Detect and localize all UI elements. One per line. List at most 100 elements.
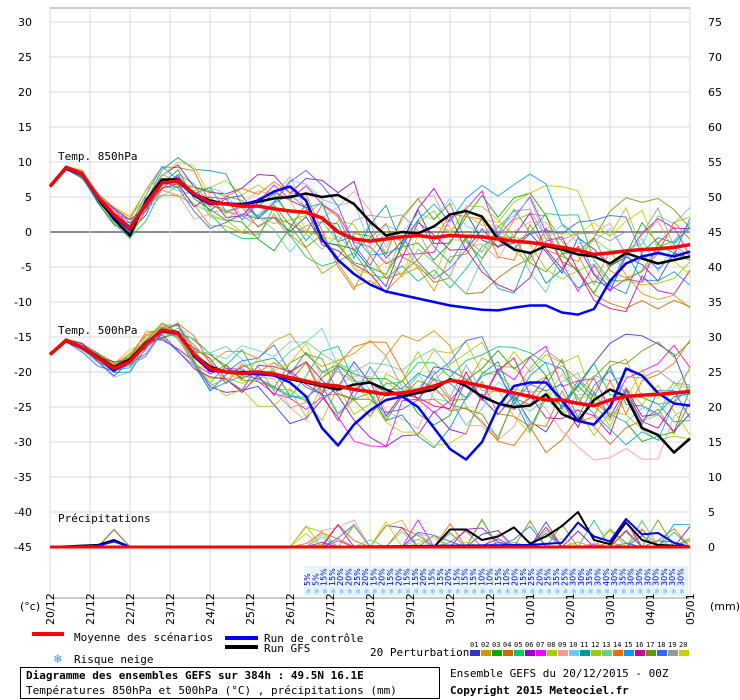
left-unit: (°c) [20, 600, 40, 613]
snowflake-icon: ❄ [671, 587, 676, 596]
left-tick-label: 20 [18, 86, 32, 99]
snow-risk-value: 30% [660, 568, 669, 586]
snowflake-icon: ❄ [431, 587, 436, 596]
snow-risk-value: 20% [361, 568, 370, 586]
snowflake-icon: ❄ [339, 587, 344, 596]
date-label: 22/12 [124, 593, 137, 625]
snowflake-icon: ❄ [630, 587, 635, 596]
date-label: 04/01 [644, 593, 657, 625]
date-label: 27/12 [324, 593, 337, 625]
snow-risk-value: 15% [411, 568, 420, 586]
snowflake-icon: ❄ [547, 587, 552, 596]
perturbation-number: 10 [569, 641, 577, 649]
perturbation-number: 14 [613, 641, 621, 649]
perturbation-swatch [514, 650, 524, 656]
right-tick-label: 65 [708, 86, 722, 99]
date-label: 05/01 [684, 593, 697, 625]
legend-mean: Moyenne des scénarios [74, 631, 213, 644]
legend-perturbations: 20 Perturbations [370, 646, 476, 659]
snow-risk-value: 20% [345, 568, 354, 586]
perturbation-swatch [470, 650, 480, 656]
perturbation-swatch [646, 650, 656, 656]
snow-risk-value: 15% [320, 568, 329, 586]
footer-box [20, 667, 440, 699]
right-tick-label: 25 [708, 366, 722, 379]
left-tick-label: 15 [18, 121, 32, 134]
right-tick-label: 0 [708, 541, 715, 554]
left-tick-label: -40 [14, 506, 32, 519]
snow-risk-value: 15% [452, 568, 461, 586]
left-axis: 30 25 20 15 10 5 0 -5 -10 -15 -20 -25 -30 -35 -40 -45 [14, 16, 32, 554]
snow-risk-value: 25% [544, 568, 553, 586]
perturbation-number: 09 [558, 641, 566, 649]
perturbation-swatch [635, 650, 645, 656]
snowflake-icon: ❄ [306, 587, 311, 596]
right-tick-label: 70 [708, 51, 722, 64]
snow-risk-value: 10% [502, 568, 511, 586]
footer-copyright: Copyright 2015 Meteociel.fr [450, 684, 629, 697]
snow-risk-value: 30% [668, 568, 677, 586]
snow-risk-value: 15% [461, 568, 470, 586]
perturbation-swatch [569, 650, 579, 656]
snow-risk-value: 20% [419, 568, 428, 586]
snowflake-icon: ❄ [655, 587, 660, 596]
snow-risk-value: 25% [353, 568, 362, 586]
snowflake-icon: ❄ [663, 587, 668, 596]
perturbation-swatch [624, 650, 634, 656]
snowflake-icon: ❄ [588, 587, 593, 596]
snow-risk-row: 5%❄5%❄15%❄15%❄20%❄20%❄25%❄20%❄15%❄20%❄15… [303, 566, 688, 596]
right-tick-label: 45 [708, 226, 722, 239]
perturbation-number: 01 [470, 641, 478, 649]
snowflake-icon: ❄ [605, 587, 610, 596]
snowflake-icon: ❄ [389, 587, 394, 596]
snowflake-icon: ❄ [323, 587, 328, 596]
date-label: 23/12 [164, 593, 177, 625]
panel-title-850: Temp. 850hPa [58, 150, 137, 163]
perturbation-number: 08 [547, 641, 555, 649]
legend-control: Run de contrôle [264, 632, 363, 645]
snowflake-icon: ❄ [572, 587, 577, 596]
left-tick-label: -25 [14, 401, 32, 414]
perturbation-swatch [536, 650, 546, 656]
right-tick-label: 75 [708, 16, 722, 29]
date-label: 02/01 [564, 593, 577, 625]
snowflake-icon: ❄ [505, 587, 510, 596]
perturbation-swatch [602, 650, 612, 656]
perturbation-number: 19 [668, 641, 676, 649]
snow-risk-value: 20% [336, 568, 345, 586]
perturbation-line-13 [49, 332, 691, 437]
snow-risk-value: 30% [569, 568, 578, 586]
right-tick-label: 15 [708, 436, 722, 449]
perturbation-number: 03 [492, 641, 500, 649]
right-tick-label: 40 [708, 261, 722, 274]
left-tick-label: -5 [21, 261, 32, 274]
footer-subtitle: Températures 850hPa et 500hPa (°C) , pré… [26, 684, 397, 697]
snow-risk-value: 15% [436, 568, 445, 586]
perturbation-legend: 01 02 03 04 05 06 07 08 09 10 11 12 13 14 15 16 17 18 19 20 [470, 641, 689, 656]
snow-risk-value: 15% [428, 568, 437, 586]
snow-risk-value: 25% [560, 568, 569, 586]
perturbation-swatch [547, 650, 557, 656]
snow-risk-value: 15% [328, 568, 337, 586]
right-tick-label: 5 [708, 506, 715, 519]
snowflake-icon: ❄ [538, 587, 543, 596]
footer-title: Diagramme des ensembles GEFS sur 384h : … [26, 669, 364, 682]
snow-risk-value: 30% [610, 568, 619, 586]
left-tick-label: -20 [14, 366, 32, 379]
snowflake-icon: ❄ [522, 587, 527, 596]
right-tick-label: 30 [708, 331, 722, 344]
perturbation-number: 12 [591, 641, 599, 649]
snowflake-icon: ❄ [464, 587, 469, 596]
panel-title-precip: Précipitations [58, 512, 151, 525]
perturbation-line-20 [49, 161, 691, 278]
perturbation-swatch [679, 650, 689, 656]
snowflake-icon: ❄ [530, 587, 535, 596]
footer-run: Ensemble GEFS du 20/12/2015 - 00Z [450, 667, 669, 680]
perturbation-number: 15 [624, 641, 632, 649]
panel-title-500: Temp. 500hPa [58, 324, 137, 337]
right-tick-label: 50 [708, 191, 722, 204]
left-tick-label: 5 [25, 191, 32, 204]
perturbation-number: 18 [657, 641, 665, 649]
snow-risk-value: 30% [652, 568, 661, 586]
